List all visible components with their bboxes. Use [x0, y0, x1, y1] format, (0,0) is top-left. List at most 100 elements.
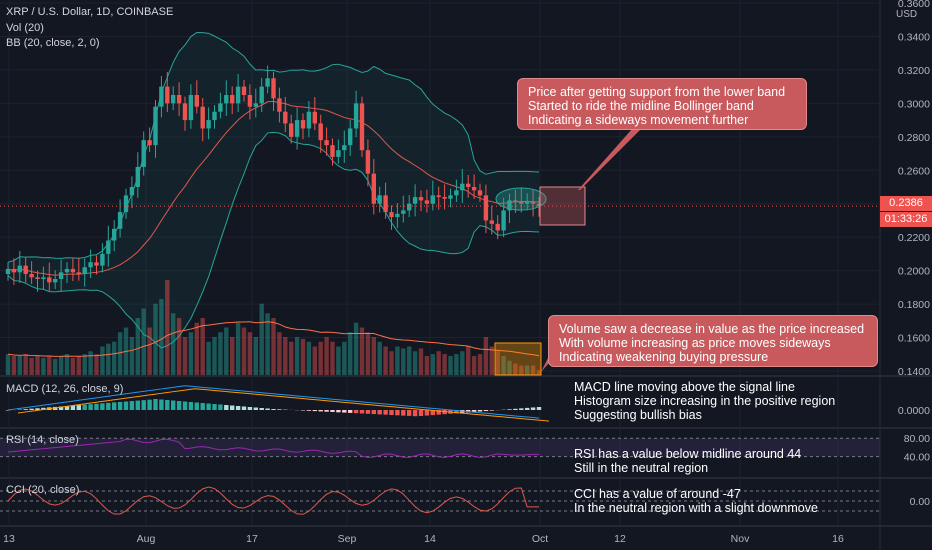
price-tick-label: 0.3400 — [898, 31, 930, 43]
candle-body — [230, 95, 235, 104]
candle-body — [353, 103, 359, 129]
macd-histogram-bar — [300, 410, 306, 411]
volume-bar — [466, 346, 471, 375]
time-tick-label: 14 — [424, 533, 436, 545]
bb-indicator-label[interactable]: BB (20, close, 2, 0) — [6, 37, 100, 49]
macd-histogram-bar — [371, 410, 376, 415]
candle-body — [389, 212, 394, 218]
volume-bar — [300, 338, 306, 375]
macd-histogram-bar — [383, 410, 388, 415]
volume-bar — [312, 346, 317, 375]
macd-histogram-bar — [407, 410, 412, 416]
candle-body — [271, 78, 276, 99]
volume-bar — [135, 318, 140, 375]
price-tick-label: 0.1800 — [898, 299, 930, 311]
candle-body — [371, 173, 376, 204]
candle-body — [436, 195, 441, 198]
macd-histogram-bar — [530, 407, 536, 410]
volume-bar — [194, 322, 199, 375]
candle-body — [182, 103, 188, 121]
candle-body — [342, 145, 347, 151]
volume-bar — [407, 346, 412, 375]
candle-body — [519, 202, 524, 204]
volume-indicator-label[interactable]: Vol (20) — [6, 22, 44, 34]
volume-bar — [389, 351, 394, 375]
volume-bar — [536, 370, 542, 375]
volume-bar — [530, 365, 536, 375]
macd-histogram-bar — [436, 410, 441, 415]
volume-bar — [371, 337, 376, 375]
rsi-tick-label: 80.00 — [904, 433, 930, 445]
callout-pointer — [578, 120, 650, 190]
candle-body — [135, 166, 140, 187]
time-tick-label: Sep — [338, 533, 357, 545]
candle-body — [395, 213, 400, 218]
candle-body — [466, 183, 471, 187]
volume-bar — [495, 351, 500, 375]
volume-bar — [188, 332, 194, 375]
candle-body — [35, 277, 40, 279]
candle-body — [448, 195, 453, 199]
cci-line — [7, 486, 539, 515]
volume-bar — [159, 299, 164, 375]
price-tick-label: 0.1400 — [898, 366, 930, 378]
countdown-badge: 01:33:26 — [880, 212, 932, 227]
candle-body — [94, 262, 99, 266]
volume-bar — [58, 356, 64, 375]
macd-note-line-1: MACD line moving above the signal line — [574, 380, 795, 394]
candle-body — [165, 86, 170, 104]
macd-histogram-bar — [324, 410, 329, 412]
candle-body — [289, 123, 294, 137]
time-tick-label: 16 — [832, 533, 844, 545]
macd-histogram-bar — [188, 402, 194, 410]
candle-body — [477, 190, 483, 196]
macd-histogram-bar — [477, 410, 483, 412]
rsi-band — [0, 438, 880, 457]
volume-bar — [35, 356, 40, 375]
price-tick-label: 0.3600 — [898, 0, 930, 10]
macd-histogram-bar — [336, 410, 341, 413]
candle-body — [153, 106, 158, 146]
candle-body — [471, 187, 477, 191]
macd-histogram-bar — [525, 407, 530, 410]
volume-bar — [430, 354, 435, 375]
macd-histogram-bar — [41, 407, 46, 410]
volume-bar — [176, 318, 182, 375]
price-tick-label: 0.2600 — [898, 165, 930, 177]
volume-bar — [401, 348, 406, 375]
cci-indicator-label[interactable]: CCI (20, close) — [6, 484, 80, 496]
rsi-indicator-label[interactable]: RSI (14, close) — [6, 434, 79, 446]
macd-histogram-bar — [35, 408, 40, 410]
candle-body — [212, 111, 217, 121]
macd-note-line-3: Suggesting bullish bias — [574, 408, 702, 422]
volume-bar — [206, 341, 211, 375]
candle-body — [318, 123, 323, 141]
pane-1 — [0, 375, 880, 427]
candle-body — [530, 202, 536, 204]
volume-annotation-callout: Volume saw a decrease in value as the pr… — [548, 315, 878, 367]
volume-ma-line — [7, 321, 540, 357]
candle-body — [241, 86, 247, 95]
price-tick-label: 0.2200 — [898, 232, 930, 244]
cci-note-line-1: CCI has a value of around -47 — [574, 487, 741, 501]
macd-histogram-bar — [129, 401, 135, 410]
macd-histogram-bar — [64, 406, 70, 410]
volume-bar — [277, 332, 282, 375]
candle-body — [224, 95, 229, 104]
macd-histogram-bar — [365, 410, 371, 414]
candle-body — [17, 265, 22, 273]
volume-bar — [383, 346, 388, 375]
macd-histogram-bar — [53, 406, 58, 410]
candle-body — [253, 103, 258, 107]
volume-bar — [513, 363, 518, 375]
macd-histogram-bar — [106, 402, 111, 410]
candle-body — [64, 268, 70, 273]
macd-histogram-bar — [241, 406, 247, 410]
candle-body — [507, 200, 512, 211]
macd-histogram-bar — [206, 403, 211, 410]
macd-histogram-bar — [401, 410, 406, 416]
macd-histogram-bar — [82, 404, 87, 410]
macd-histogram-bar — [489, 410, 494, 411]
macd-indicator-label[interactable]: MACD (12, 26, close, 9) — [6, 383, 124, 395]
